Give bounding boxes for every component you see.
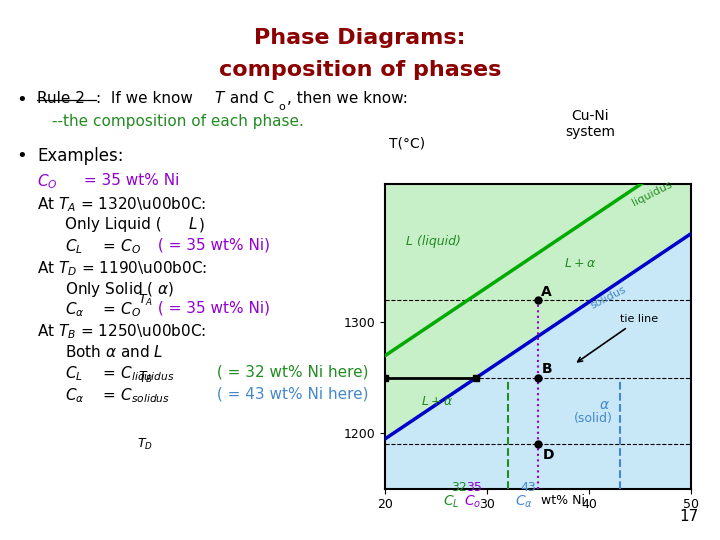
- Text: $C_L$: $C_L$: [65, 364, 83, 383]
- Text: At $T_B$ = 1250\u00b0C:: At $T_B$ = 1250\u00b0C:: [37, 322, 207, 341]
- Text: o: o: [278, 102, 284, 112]
- Text: --the composition of each phase.: --the composition of each phase.: [52, 114, 304, 130]
- Text: Only Liquid (: Only Liquid (: [65, 217, 161, 232]
- Text: $\alpha$: $\alpha$: [599, 398, 611, 412]
- Text: $L + \alpha$: $L + \alpha$: [564, 257, 596, 270]
- Text: Only Solid ( $\alpha$): Only Solid ( $\alpha$): [65, 280, 174, 299]
- Text: $C_L$: $C_L$: [65, 238, 83, 256]
- Text: 32: 32: [451, 481, 467, 494]
- Text: 17: 17: [679, 509, 698, 524]
- Text: T(°C): T(°C): [389, 136, 425, 150]
- Text: composition of phases: composition of phases: [219, 60, 501, 80]
- Text: 43: 43: [520, 481, 536, 494]
- Text: tie line: tie line: [577, 314, 658, 362]
- Text: $L + \alpha$: $L + \alpha$: [421, 395, 454, 408]
- Text: $T_A$: $T_A$: [138, 293, 153, 308]
- Text: Cu-Ni: Cu-Ni: [572, 109, 609, 123]
- Text: Phase Diagrams:: Phase Diagrams:: [254, 28, 466, 48]
- Text: $C_\alpha$: $C_\alpha$: [65, 301, 84, 320]
- Text: and C: and C: [225, 91, 274, 106]
- Text: $C_o$: $C_o$: [464, 494, 482, 510]
- Text: system: system: [565, 125, 616, 139]
- Text: ( = 32 wt% Ni here): ( = 32 wt% Ni here): [212, 364, 369, 380]
- Text: $T_B$: $T_B$: [138, 370, 153, 386]
- Text: T: T: [215, 91, 224, 106]
- Text: , then we know:: , then we know:: [287, 91, 408, 106]
- Text: ( = 43 wt% Ni here): ( = 43 wt% Ni here): [212, 386, 369, 401]
- Text: $C_\alpha$: $C_\alpha$: [65, 386, 84, 405]
- Text: (solid): (solid): [574, 412, 613, 425]
- Text: At $T_A$ = 1320\u00b0C:: At $T_A$ = 1320\u00b0C:: [37, 195, 207, 214]
- Text: $C_O$: $C_O$: [37, 173, 58, 192]
- Text: Rule 2: Rule 2: [37, 91, 85, 106]
- Text: D: D: [542, 448, 554, 462]
- Text: $T_D$: $T_D$: [137, 437, 153, 452]
- Text: •: •: [16, 147, 27, 165]
- Text: ( = 35 wt% Ni): ( = 35 wt% Ni): [153, 301, 271, 316]
- Text: $C_L$: $C_L$: [444, 494, 459, 510]
- Text: L (liquid): L (liquid): [405, 234, 461, 248]
- Text: B: B: [541, 362, 552, 376]
- Text: wt% Ni: wt% Ni: [541, 494, 585, 507]
- Text: = $C_O$: = $C_O$: [98, 238, 141, 256]
- Text: = $C_{liquidus}$: = $C_{liquidus}$: [98, 364, 174, 385]
- Text: $C_\alpha$: $C_\alpha$: [516, 494, 533, 510]
- Text: At $T_D$ = 1190\u00b0C:: At $T_D$ = 1190\u00b0C:: [37, 259, 207, 278]
- Text: = 35 wt% Ni: = 35 wt% Ni: [79, 173, 179, 188]
- Text: solidus: solidus: [589, 285, 629, 311]
- Text: liquidus: liquidus: [630, 179, 673, 208]
- Text: A: A: [541, 285, 552, 299]
- Text: ( = 35 wt% Ni): ( = 35 wt% Ni): [153, 238, 271, 253]
- Text: = $C_{solidus}$: = $C_{solidus}$: [98, 386, 170, 405]
- Text: Both $\alpha$ and $L$: Both $\alpha$ and $L$: [65, 344, 163, 360]
- Text: L: L: [189, 217, 197, 232]
- Text: :  If we know: : If we know: [96, 91, 197, 106]
- Text: •: •: [16, 91, 27, 109]
- Text: Examples:: Examples:: [37, 147, 124, 165]
- Text: ): ): [199, 217, 204, 232]
- Text: = $C_O$: = $C_O$: [98, 301, 141, 320]
- Text: 35: 35: [467, 481, 482, 494]
